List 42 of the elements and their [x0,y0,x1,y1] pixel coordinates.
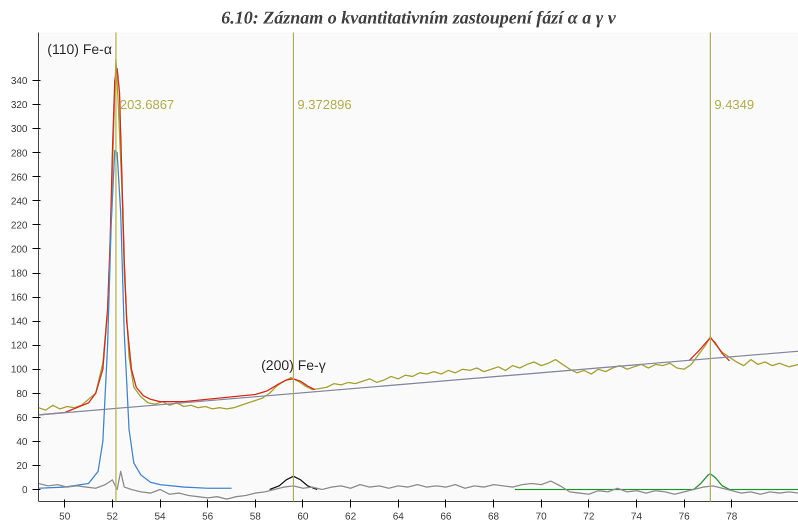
y-tick-label: 100 [10,364,28,376]
annotation: 9.4349 [714,97,754,112]
x-tick-label: 54 [154,512,166,522]
y-tick-label: 240 [10,196,28,208]
y-tick-label: 200 [10,244,28,256]
y-tick-label: 260 [10,172,28,184]
x-tick-label: 70 [536,512,548,522]
y-tick-label: 320 [10,100,28,112]
x-tick-label: 72 [583,512,595,522]
x-tick-label: 64 [392,512,404,522]
y-tick-label: 180 [10,268,28,280]
x-tick-label: 74 [630,512,642,522]
y-tick-label: 120 [10,340,28,352]
annotation: (110) Fe-α [47,40,112,57]
y-tick-label: 0 [22,484,28,496]
x-tick-label: 78 [726,512,738,522]
x-tick-label: 52 [106,512,118,522]
y-tick-label: 340 [10,76,28,88]
y-tick-label: 160 [10,292,28,304]
annotation: (200) Fe-γ [261,356,326,373]
y-tick-label: 220 [10,220,28,232]
y-tick-label: 140 [10,316,28,328]
x-tick-label: 62 [345,512,357,522]
x-tick-label: 50 [59,512,71,522]
x-tick-label: 66 [440,512,452,522]
line-series [514,473,798,490]
x-tick-label: 68 [488,512,500,522]
line-series [268,476,318,490]
x-tick-label: 60 [297,512,309,522]
annotation: 9.372896 [297,97,352,112]
y-tick-label: 60 [16,412,28,424]
y-tick-label: 20 [16,460,28,472]
y-tick-label: 80 [16,388,28,400]
annotation: 203.6867 [120,97,174,112]
chart-title: 6.10: Záznam o kvantitativním zastoupení fází α a γ v [221,8,617,28]
y-tick-label: 40 [16,436,28,448]
x-tick-label: 56 [202,512,214,522]
y-tick-label: 300 [10,124,28,136]
x-tick-label: 58 [250,512,262,522]
x-tick-label: 76 [678,512,690,522]
y-tick-label: 280 [10,148,28,160]
line-series [38,150,232,489]
